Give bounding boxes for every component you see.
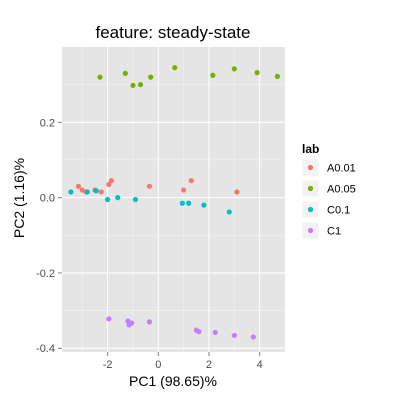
data-point-c0-1 bbox=[179, 200, 185, 206]
legend-label-c0-1: C0.1 bbox=[327, 205, 350, 217]
legend-label-a0-01: A0.01 bbox=[327, 163, 356, 175]
legend-marker-a0-01 bbox=[307, 164, 314, 171]
data-point-a0-01 bbox=[146, 183, 153, 189]
data-point-a0-05 bbox=[137, 82, 144, 88]
x-axis-ticks: -2 0 2 4 bbox=[103, 352, 263, 371]
legend-marker-c0-1 bbox=[307, 206, 314, 213]
data-point-c1 bbox=[106, 316, 112, 322]
data-point-c1 bbox=[196, 329, 202, 335]
x-tick-label: 2 bbox=[206, 359, 212, 371]
data-point-a0-01 bbox=[98, 189, 104, 195]
x-axis-title: PC1 (98.65)% bbox=[129, 373, 217, 389]
data-point-a0-01 bbox=[106, 181, 112, 188]
x-tick-label: 4 bbox=[257, 359, 263, 371]
y-tick-label: -0.4 bbox=[36, 343, 55, 355]
y-axis-ticks: -0.4 -0.2 0.0 0.2 bbox=[36, 117, 62, 355]
data-point-c0-1 bbox=[68, 189, 74, 195]
data-point-a0-01 bbox=[181, 187, 187, 193]
plot-panel bbox=[62, 47, 285, 352]
data-point-a0-05 bbox=[274, 73, 280, 79]
data-point-a0-05 bbox=[130, 82, 136, 89]
data-point-a0-05 bbox=[148, 74, 154, 80]
y-tick-label: 0.0 bbox=[40, 193, 55, 205]
data-point-a0-05 bbox=[122, 70, 128, 76]
y-tick-label: 0.2 bbox=[40, 117, 55, 129]
data-point-c1 bbox=[146, 319, 153, 325]
chart-title: feature: steady-state bbox=[96, 23, 251, 42]
data-point-c0-1 bbox=[105, 196, 111, 203]
legend: lab A0.01 A0.05 C0.1 C1 bbox=[301, 142, 356, 240]
data-point-a0-01 bbox=[188, 178, 194, 184]
data-points bbox=[68, 65, 280, 340]
data-point-c1 bbox=[129, 320, 135, 326]
data-point-c0-1 bbox=[201, 202, 207, 208]
data-point-c0-1 bbox=[186, 200, 192, 206]
data-point-a0-05 bbox=[254, 70, 260, 76]
legend-label-c1: C1 bbox=[327, 226, 341, 238]
data-point-a0-01 bbox=[75, 183, 82, 189]
legend-marker-c1 bbox=[307, 227, 314, 234]
data-point-c0-1 bbox=[84, 189, 90, 195]
data-point-a0-05 bbox=[231, 66, 237, 72]
data-point-a0-05 bbox=[172, 65, 178, 71]
data-point-a0-01 bbox=[108, 178, 115, 184]
y-tick-label: -0.2 bbox=[36, 268, 55, 280]
data-point-c1 bbox=[250, 334, 256, 340]
legend-title: lab bbox=[302, 142, 319, 156]
data-point-c0-1 bbox=[132, 196, 139, 203]
data-point-c1 bbox=[231, 332, 237, 339]
data-point-c0-1 bbox=[115, 195, 121, 201]
y-axis-title: PC2 (1.16)% bbox=[11, 158, 27, 238]
data-point-c0-1 bbox=[226, 209, 232, 215]
data-point-a0-05 bbox=[210, 72, 216, 78]
x-tick-label: 0 bbox=[155, 359, 161, 371]
data-point-c1 bbox=[212, 329, 218, 336]
legend-marker-a0-05 bbox=[307, 185, 314, 192]
legend-label-a0-05: A0.05 bbox=[327, 184, 356, 196]
data-point-c0-1 bbox=[93, 188, 99, 194]
data-point-a0-01 bbox=[234, 189, 240, 195]
data-point-a0-05 bbox=[97, 74, 103, 80]
x-tick-label: -2 bbox=[103, 359, 113, 371]
legend-items: A0.01 A0.05 C0.1 C1 bbox=[301, 158, 356, 240]
minor-gridlines bbox=[62, 47, 285, 352]
